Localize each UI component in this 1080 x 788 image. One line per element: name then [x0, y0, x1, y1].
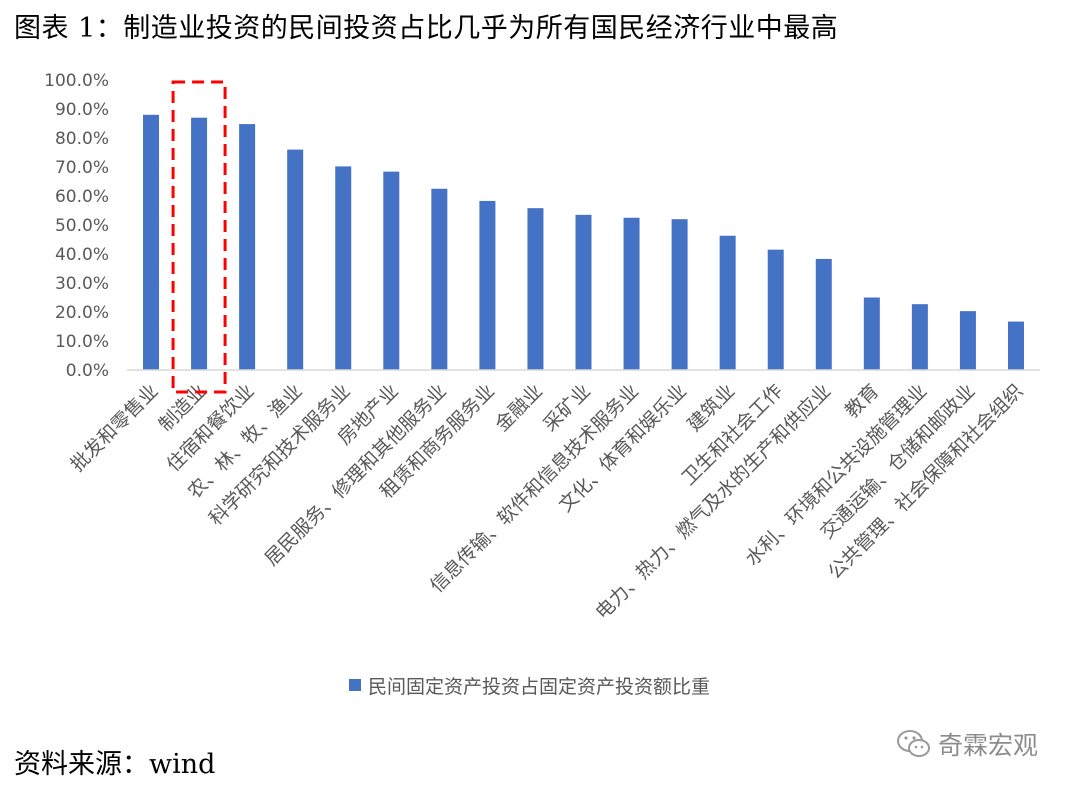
- y-tick-label: 20.0%: [55, 303, 109, 323]
- bar: [767, 249, 784, 370]
- y-tick-label: 60.0%: [55, 187, 109, 207]
- x-tick-label: 批发和零售业: [66, 380, 162, 476]
- bar: [239, 124, 256, 370]
- y-tick-label: 50.0%: [55, 216, 109, 236]
- bar: [431, 188, 448, 370]
- legend: 民间固定资产投资占固定资产投资额比重: [349, 676, 710, 698]
- watermark-text: 奇霖宏观: [938, 731, 1039, 760]
- y-tick-label: 80.0%: [55, 129, 109, 149]
- bar: [575, 214, 592, 370]
- x-tick-label: 教育: [841, 380, 883, 422]
- watermark: 奇霖宏观: [896, 726, 1038, 762]
- bar: [623, 217, 640, 370]
- legend-label: 民间固定资产投资占固定资产投资额比重: [368, 676, 710, 698]
- bar: [671, 219, 688, 370]
- y-tick-label: 30.0%: [55, 274, 109, 294]
- y-tick-label: 90.0%: [55, 100, 109, 120]
- bar: [815, 258, 832, 370]
- x-axis-labels: 批发和零售业制造业住宿和餐饮业农、林、牧、渔业科学研究和技术服务业房地产业居民服…: [66, 380, 1027, 624]
- y-tick-label: 0.0%: [66, 361, 109, 381]
- bar: [479, 200, 496, 370]
- y-tick-label: 10.0%: [55, 332, 109, 352]
- bar: [191, 117, 208, 370]
- wechat-icon: [897, 730, 930, 757]
- bar: [863, 297, 880, 370]
- y-tick-label: 70.0%: [55, 158, 109, 178]
- bar: [959, 311, 976, 370]
- bar: [383, 171, 400, 370]
- highlight-box: [171, 80, 227, 394]
- y-axis-ticks: 0.0% 10.0% 20.0% 30.0% 40.0% 50.0% 60.0% 70.0% 8…: [44, 71, 109, 381]
- x-tick-label: 金融业: [491, 380, 547, 436]
- bar: [143, 114, 160, 370]
- source-note: 资料来源：wind: [14, 749, 216, 780]
- bar: [287, 149, 304, 370]
- legend-swatch: [349, 679, 361, 691]
- bar: [1007, 321, 1024, 370]
- y-tick-label: 100.0%: [44, 71, 109, 91]
- y-tick-label: 40.0%: [55, 245, 109, 265]
- bar: [719, 235, 736, 370]
- bar-series: [143, 114, 1024, 370]
- chart-title: 图表 1：制造业投资的民间投资占比几乎为所有国民经济行业中最高: [14, 13, 839, 44]
- bar: [527, 208, 544, 370]
- bar: [911, 304, 928, 370]
- bar: [335, 166, 352, 370]
